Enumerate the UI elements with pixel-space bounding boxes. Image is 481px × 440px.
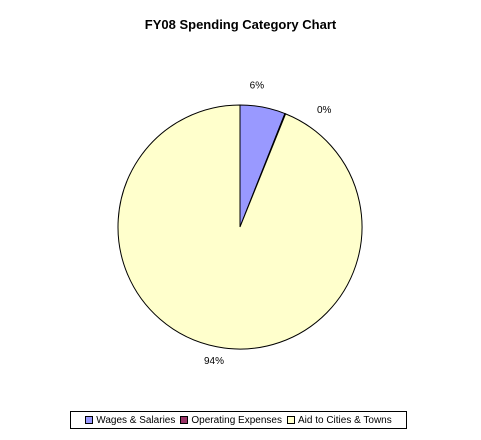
legend-label-operating: Operating Expenses [191, 414, 282, 426]
pie-slices [117, 104, 363, 350]
legend: Wages & Salaries Operating Expenses Aid … [70, 411, 407, 429]
legend-label-aid: Aid to Cities & Towns [297, 414, 392, 426]
label-operating-expenses: 0% [317, 105, 332, 116]
label-aid-cities-towns: 94% [204, 356, 224, 367]
legend-swatch-aid [286, 416, 295, 424]
legend-item-aid: Aid to Cities & Towns [286, 414, 392, 426]
slice-aid-cities-towns [117, 104, 363, 350]
label-wages-salaries: 6% [250, 80, 265, 91]
legend-item-operating: Operating Expenses [180, 415, 282, 426]
legend-item-wages: Wages & Salaries [85, 415, 175, 426]
pie-labels: 6% 0% 94% [204, 80, 332, 367]
legend-swatch-operating [180, 416, 189, 424]
legend-label-wages: Wages & Salaries [96, 414, 176, 426]
chart-title: FY08 Spending Category Chart [144, 17, 337, 32]
legend-swatch-wages [85, 416, 94, 424]
